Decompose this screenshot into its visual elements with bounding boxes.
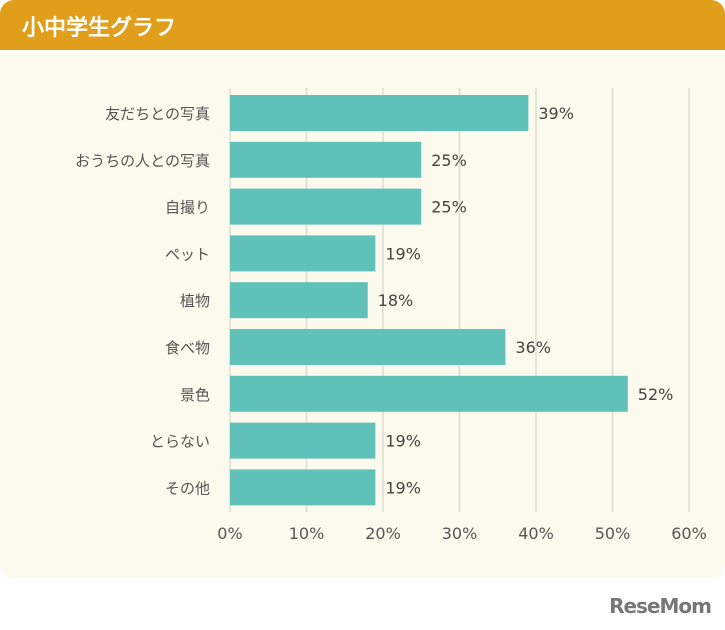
x-tick-label: 40% (518, 524, 554, 543)
category-label: ペット (165, 245, 210, 263)
category-label: 景色 (180, 386, 210, 404)
data-label: 19% (385, 478, 421, 497)
resemom-logo: ReseMom (609, 594, 712, 618)
data-label: 19% (385, 244, 421, 263)
x-tick-label: 10% (289, 524, 325, 543)
data-label: 52% (638, 385, 674, 404)
bar (230, 422, 376, 459)
x-tick-label: 0% (217, 524, 242, 543)
bar (230, 329, 506, 365)
category-label: とらない (150, 433, 210, 451)
bar (230, 188, 422, 225)
bar (230, 235, 376, 272)
category-label: 自撮り (165, 199, 210, 217)
data-label: 18% (378, 291, 414, 310)
bar (230, 469, 376, 506)
data-label: 25% (431, 198, 467, 217)
chart-title: 小中学生グラフ (22, 16, 177, 41)
header: 小中学生グラフ (0, 0, 725, 50)
x-tick-label: 30% (442, 524, 478, 543)
category-label: 友だちとの写真 (105, 105, 210, 123)
bar (230, 282, 368, 319)
category-label: 植物 (180, 292, 210, 310)
data-label: 36% (515, 338, 551, 357)
bar (230, 95, 529, 131)
bar (230, 375, 628, 412)
x-tick-label: 50% (595, 524, 631, 543)
data-label: 25% (431, 151, 467, 170)
data-label: 39% (538, 104, 574, 123)
category-label: その他 (165, 479, 210, 497)
bar (230, 141, 422, 178)
category-label: おうちの人との写真 (75, 152, 210, 170)
x-tick-label: 20% (365, 524, 401, 543)
category-label: 食べ物 (165, 339, 210, 357)
x-tick-label: 60% (671, 524, 707, 543)
data-label: 19% (385, 432, 421, 451)
